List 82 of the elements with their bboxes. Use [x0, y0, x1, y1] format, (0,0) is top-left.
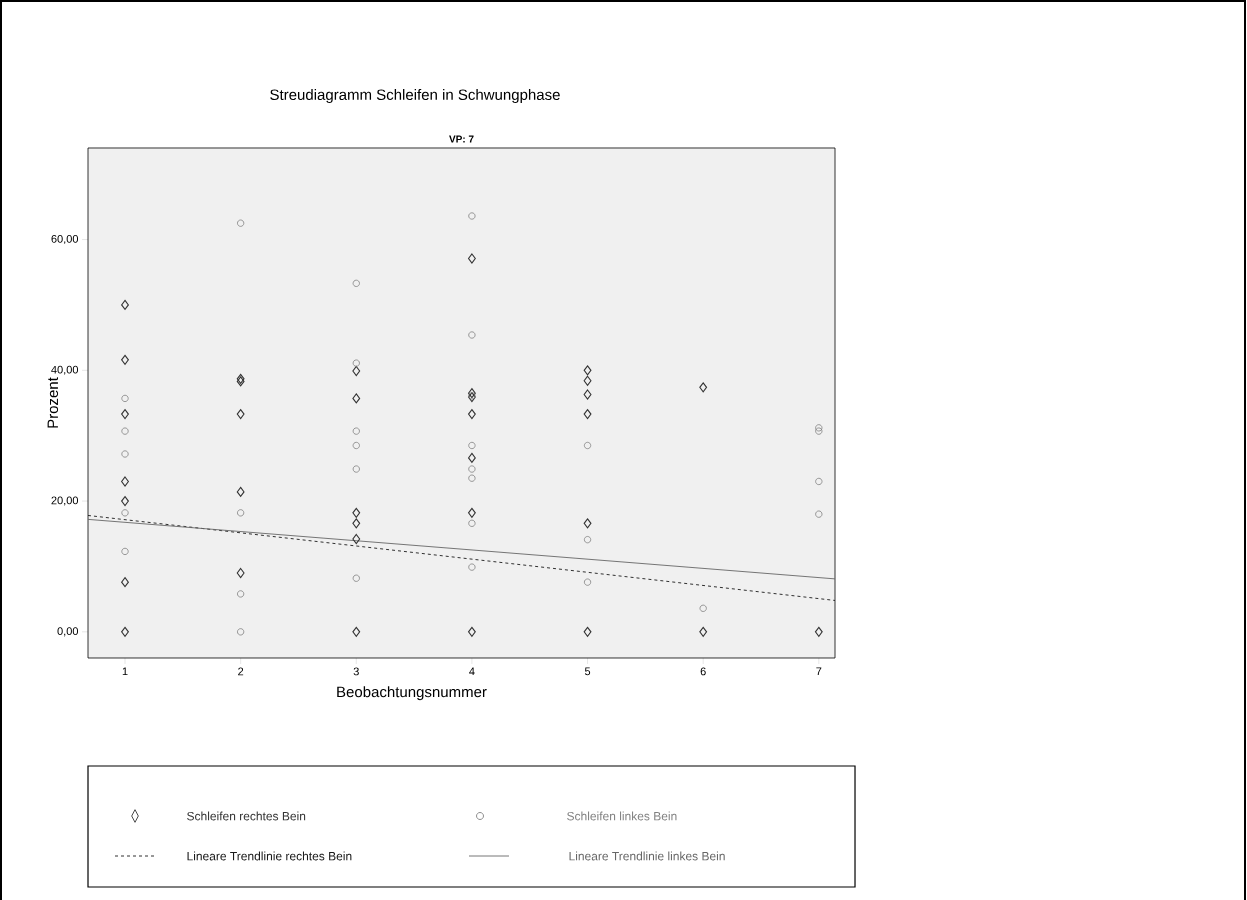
text: Lineare Trendlinie linkes Bein — [569, 851, 725, 861]
y-tick-label: 20,00 — [51, 496, 79, 506]
point — [352, 574, 360, 582]
y-axis-title: Prozent — [47, 377, 59, 428]
point — [121, 394, 129, 403]
point — [237, 509, 245, 517]
point — [352, 465, 360, 473]
point — [237, 219, 245, 227]
point — [583, 441, 592, 450]
point — [583, 518, 592, 529]
point — [237, 590, 245, 598]
point — [699, 626, 708, 637]
point — [583, 389, 592, 400]
point — [121, 409, 129, 420]
point — [699, 604, 707, 612]
text: Schleifen linkes Bein — [567, 811, 677, 821]
point — [121, 547, 129, 556]
x-tick-label: 5 — [584, 667, 591, 676]
chart-title: Streudiagramm Schleifen in Schwungphase — [270, 89, 560, 103]
x-tick-label: 6 — [700, 667, 706, 676]
point — [583, 626, 592, 637]
y-tick-label: 0,00 — [57, 627, 79, 637]
point — [352, 279, 360, 287]
point — [468, 212, 476, 220]
point — [352, 533, 361, 545]
point — [121, 577, 129, 588]
point — [468, 441, 476, 450]
point — [352, 427, 360, 435]
point — [468, 519, 476, 527]
point — [583, 536, 592, 544]
point — [236, 373, 245, 384]
point — [121, 496, 129, 507]
text: Lineare Trendlinie rechtes Bein — [187, 851, 352, 861]
point — [236, 486, 245, 497]
chart-subtitle: VP: 7 — [449, 135, 474, 143]
point — [815, 427, 823, 435]
point — [699, 382, 708, 393]
x-tick-label: 1 — [122, 667, 128, 676]
point — [236, 567, 245, 579]
point — [467, 452, 476, 463]
point — [352, 441, 360, 450]
point — [352, 359, 360, 367]
point — [815, 510, 823, 518]
point — [352, 518, 361, 529]
point — [468, 563, 476, 571]
point — [236, 409, 245, 420]
point — [121, 626, 129, 637]
y-tick-label: 60,00 — [51, 235, 79, 245]
y-tick-label: 40,00 — [51, 365, 79, 375]
point — [121, 509, 129, 517]
point — [814, 626, 823, 637]
point — [815, 424, 823, 432]
point — [468, 474, 476, 482]
point — [121, 354, 129, 365]
point — [121, 450, 129, 458]
point — [121, 299, 129, 310]
point — [467, 507, 476, 518]
point — [352, 365, 361, 377]
point — [583, 409, 592, 420]
x-tick-label: 4 — [469, 667, 475, 676]
x-tick-label: 3 — [353, 667, 359, 676]
x-tick-label: 7 — [816, 667, 822, 676]
point — [467, 253, 476, 264]
point — [815, 477, 823, 486]
point — [467, 409, 476, 420]
point — [352, 626, 361, 637]
point — [121, 427, 129, 435]
text: Schleifen rechtes Bein — [187, 811, 306, 821]
point — [468, 465, 476, 473]
point — [121, 476, 129, 487]
point — [583, 365, 592, 376]
point — [583, 375, 592, 386]
x-axis-title: Beobachtungsnummer — [337, 686, 487, 701]
point — [352, 393, 361, 404]
point — [583, 578, 592, 586]
point — [236, 376, 245, 387]
x-tick-label: 2 — [238, 667, 244, 676]
point — [352, 507, 361, 518]
point — [237, 628, 245, 636]
point — [467, 388, 476, 399]
point — [467, 626, 476, 637]
point — [468, 331, 476, 339]
